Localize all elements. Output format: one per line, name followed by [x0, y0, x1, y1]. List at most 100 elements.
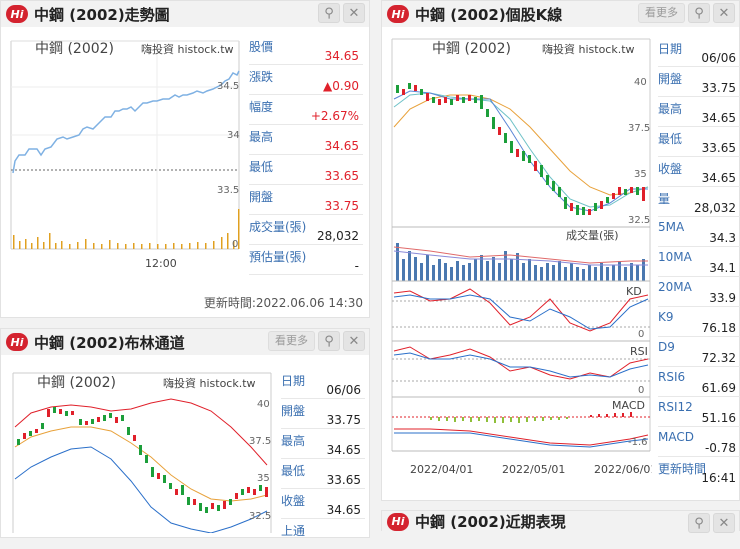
bollinger-title: 中鋼 (2002)布林通道	[34, 333, 185, 352]
bollinger-ytick: 40	[257, 399, 270, 410]
intraday-title: 中鋼 (2002)走勢圖	[34, 5, 170, 24]
histock-logo: Hi	[6, 333, 28, 351]
more-button[interactable]: 看更多	[268, 331, 315, 351]
field-label: 漲跌	[249, 70, 274, 84]
bollinger-ytick: 32.5	[249, 511, 271, 522]
field-label: 日期	[281, 374, 306, 388]
rsi-label: RSI	[630, 345, 648, 358]
zoom-icon[interactable]: ⚲	[318, 3, 340, 23]
field-value: 33.75	[324, 199, 359, 213]
bollinger-watermark: 嗨投資 histock.tw	[163, 376, 256, 390]
histock-logo: Hi	[6, 5, 28, 23]
field-label: RSI12	[658, 400, 693, 414]
rsi-tick: 0	[638, 385, 644, 396]
recent-panel: Hi 中鋼 (2002)近期表現 ⚲ ✕	[381, 510, 740, 533]
zoom-icon[interactable]: ⚲	[688, 513, 710, 533]
kline-ytick: 35	[634, 169, 647, 180]
kd-label: KD	[626, 285, 642, 298]
macd-label: MACD	[612, 399, 645, 412]
field-label: 量	[658, 192, 671, 206]
field-value: 51.16	[701, 411, 736, 425]
field-value: 34.65	[324, 49, 359, 63]
field-value: 34.65	[326, 503, 361, 517]
field-label: 收盤	[281, 494, 306, 508]
field-value: 34.65	[701, 111, 736, 125]
volume-bars	[396, 243, 645, 281]
field-value: 28,032	[694, 201, 736, 215]
kline-xtick: 2022/05/01	[502, 463, 565, 476]
intraday-ytick: 34	[227, 130, 240, 141]
kline-title: 中鋼 (2002)個股K線	[415, 5, 563, 24]
intraday-ytick: 0	[232, 239, 238, 250]
field-value: 33.9	[709, 291, 736, 305]
intraday-xtick: 12:00	[145, 257, 177, 270]
intraday-updated: 更新時間:2022.06.06 14:30	[203, 296, 363, 310]
close-icon[interactable]: ✕	[713, 513, 735, 533]
kline-header: Hi 中鋼 (2002)個股K線 看更多 ⚲ ✕	[382, 1, 739, 27]
close-icon[interactable]: ✕	[343, 331, 365, 351]
intraday-fields: 股價 34.65 漲跌 ▲0.90 幅度 +2.67% 最高 34.65 最低 33.65…	[249, 35, 363, 281]
kline-xtick: 2022/04/01	[410, 463, 473, 476]
intraday-chart-label: 中鋼 (2002)	[35, 41, 114, 57]
intraday-header: Hi 中鋼 (2002)走勢圖 ⚲ ✕	[1, 1, 369, 27]
kline-candles	[396, 83, 645, 215]
macd-histogram	[430, 412, 632, 423]
field-value: -0.78	[704, 441, 736, 455]
bollinger-chart: 中鋼 (2002) 嗨投資 histock.tw	[11, 371, 273, 533]
field-label: 日期	[658, 42, 683, 56]
field-label: 預估量(張)	[249, 250, 307, 264]
kline-ytick: 37.5	[628, 123, 650, 134]
field-label: 最低	[249, 160, 274, 174]
field-value: 28,032	[317, 229, 359, 243]
field-value: 06/06	[701, 51, 736, 65]
volume-label: 成交量(張)	[566, 228, 619, 242]
recent-header: Hi 中鋼 (2002)近期表現 ⚲ ✕	[382, 511, 739, 533]
field-label: 開盤	[249, 190, 274, 204]
intraday-panel: Hi 中鋼 (2002)走勢圖 ⚲ ✕ 中鋼 (2002) 嗨投資 histoc…	[0, 0, 370, 318]
bollinger-fields: 日期 06/06 開盤 33.75 最高 34.65 最低 33.65 收盤 34.65 …	[281, 369, 365, 539]
field-label: 最低	[658, 132, 683, 146]
kline-xtick: 2022/06/01	[594, 463, 652, 476]
field-label: 20MA	[658, 280, 692, 294]
kline-panel: Hi 中鋼 (2002)個股K線 看更多 ⚲ ✕ 中鋼 (2002) 嗨投資 h…	[381, 0, 740, 501]
zoom-icon[interactable]: ⚲	[688, 3, 710, 23]
field-value: 34.65	[326, 443, 361, 457]
field-value: 76.18	[701, 321, 736, 335]
kline-ytick: 32.5	[628, 215, 650, 226]
field-value: 33.65	[324, 169, 359, 183]
field-label: D9	[658, 340, 675, 354]
field-label: 開盤	[281, 404, 306, 418]
macd-tick: -1.6	[628, 437, 648, 448]
close-icon[interactable]: ✕	[343, 3, 365, 23]
field-value: 33.75	[701, 81, 736, 95]
field-value: 72.32	[701, 351, 736, 365]
intraday-ytick: 33.5	[217, 185, 239, 196]
kline-chart: 中鋼 (2002) 嗨投資 histock.tw	[390, 37, 652, 479]
bollinger-panel: Hi 中鋼 (2002)布林通道 看更多 ⚲ ✕ 中鋼 (2002) 嗨投資 h…	[0, 328, 370, 538]
more-button[interactable]: 看更多	[638, 3, 685, 23]
field-value: 33.75	[326, 413, 361, 427]
bollinger-candles	[17, 407, 268, 513]
field-label: 5MA	[658, 220, 685, 234]
kline-fields: 日期 06/06 開盤 33.75 最高 34.65 最低 33.65 收盤 34.65 …	[658, 37, 740, 493]
field-value: 34.3	[709, 231, 736, 245]
field-label: 成交量(張)	[249, 220, 307, 234]
zoom-icon[interactable]: ⚲	[318, 331, 340, 351]
close-icon[interactable]: ✕	[713, 3, 735, 23]
field-value: 34.65	[324, 139, 359, 153]
recent-title: 中鋼 (2002)近期表現	[415, 513, 566, 531]
field-label: 開盤	[658, 72, 683, 86]
field-label: 最低	[281, 464, 306, 478]
field-value: 34.1	[709, 261, 736, 275]
field-label: K9	[658, 310, 674, 324]
field-value: 61.69	[701, 381, 736, 395]
field-value: 33.65	[326, 473, 361, 487]
histock-logo: Hi	[387, 512, 409, 531]
field-label: 股價	[249, 40, 274, 54]
field-value: 06/06	[326, 383, 361, 397]
field-label: 收盤	[658, 162, 683, 176]
field-value: -	[354, 259, 359, 273]
field-value: 16:41	[701, 471, 736, 485]
field-label: 10MA	[658, 250, 692, 264]
field-label: RSI6	[658, 370, 686, 384]
